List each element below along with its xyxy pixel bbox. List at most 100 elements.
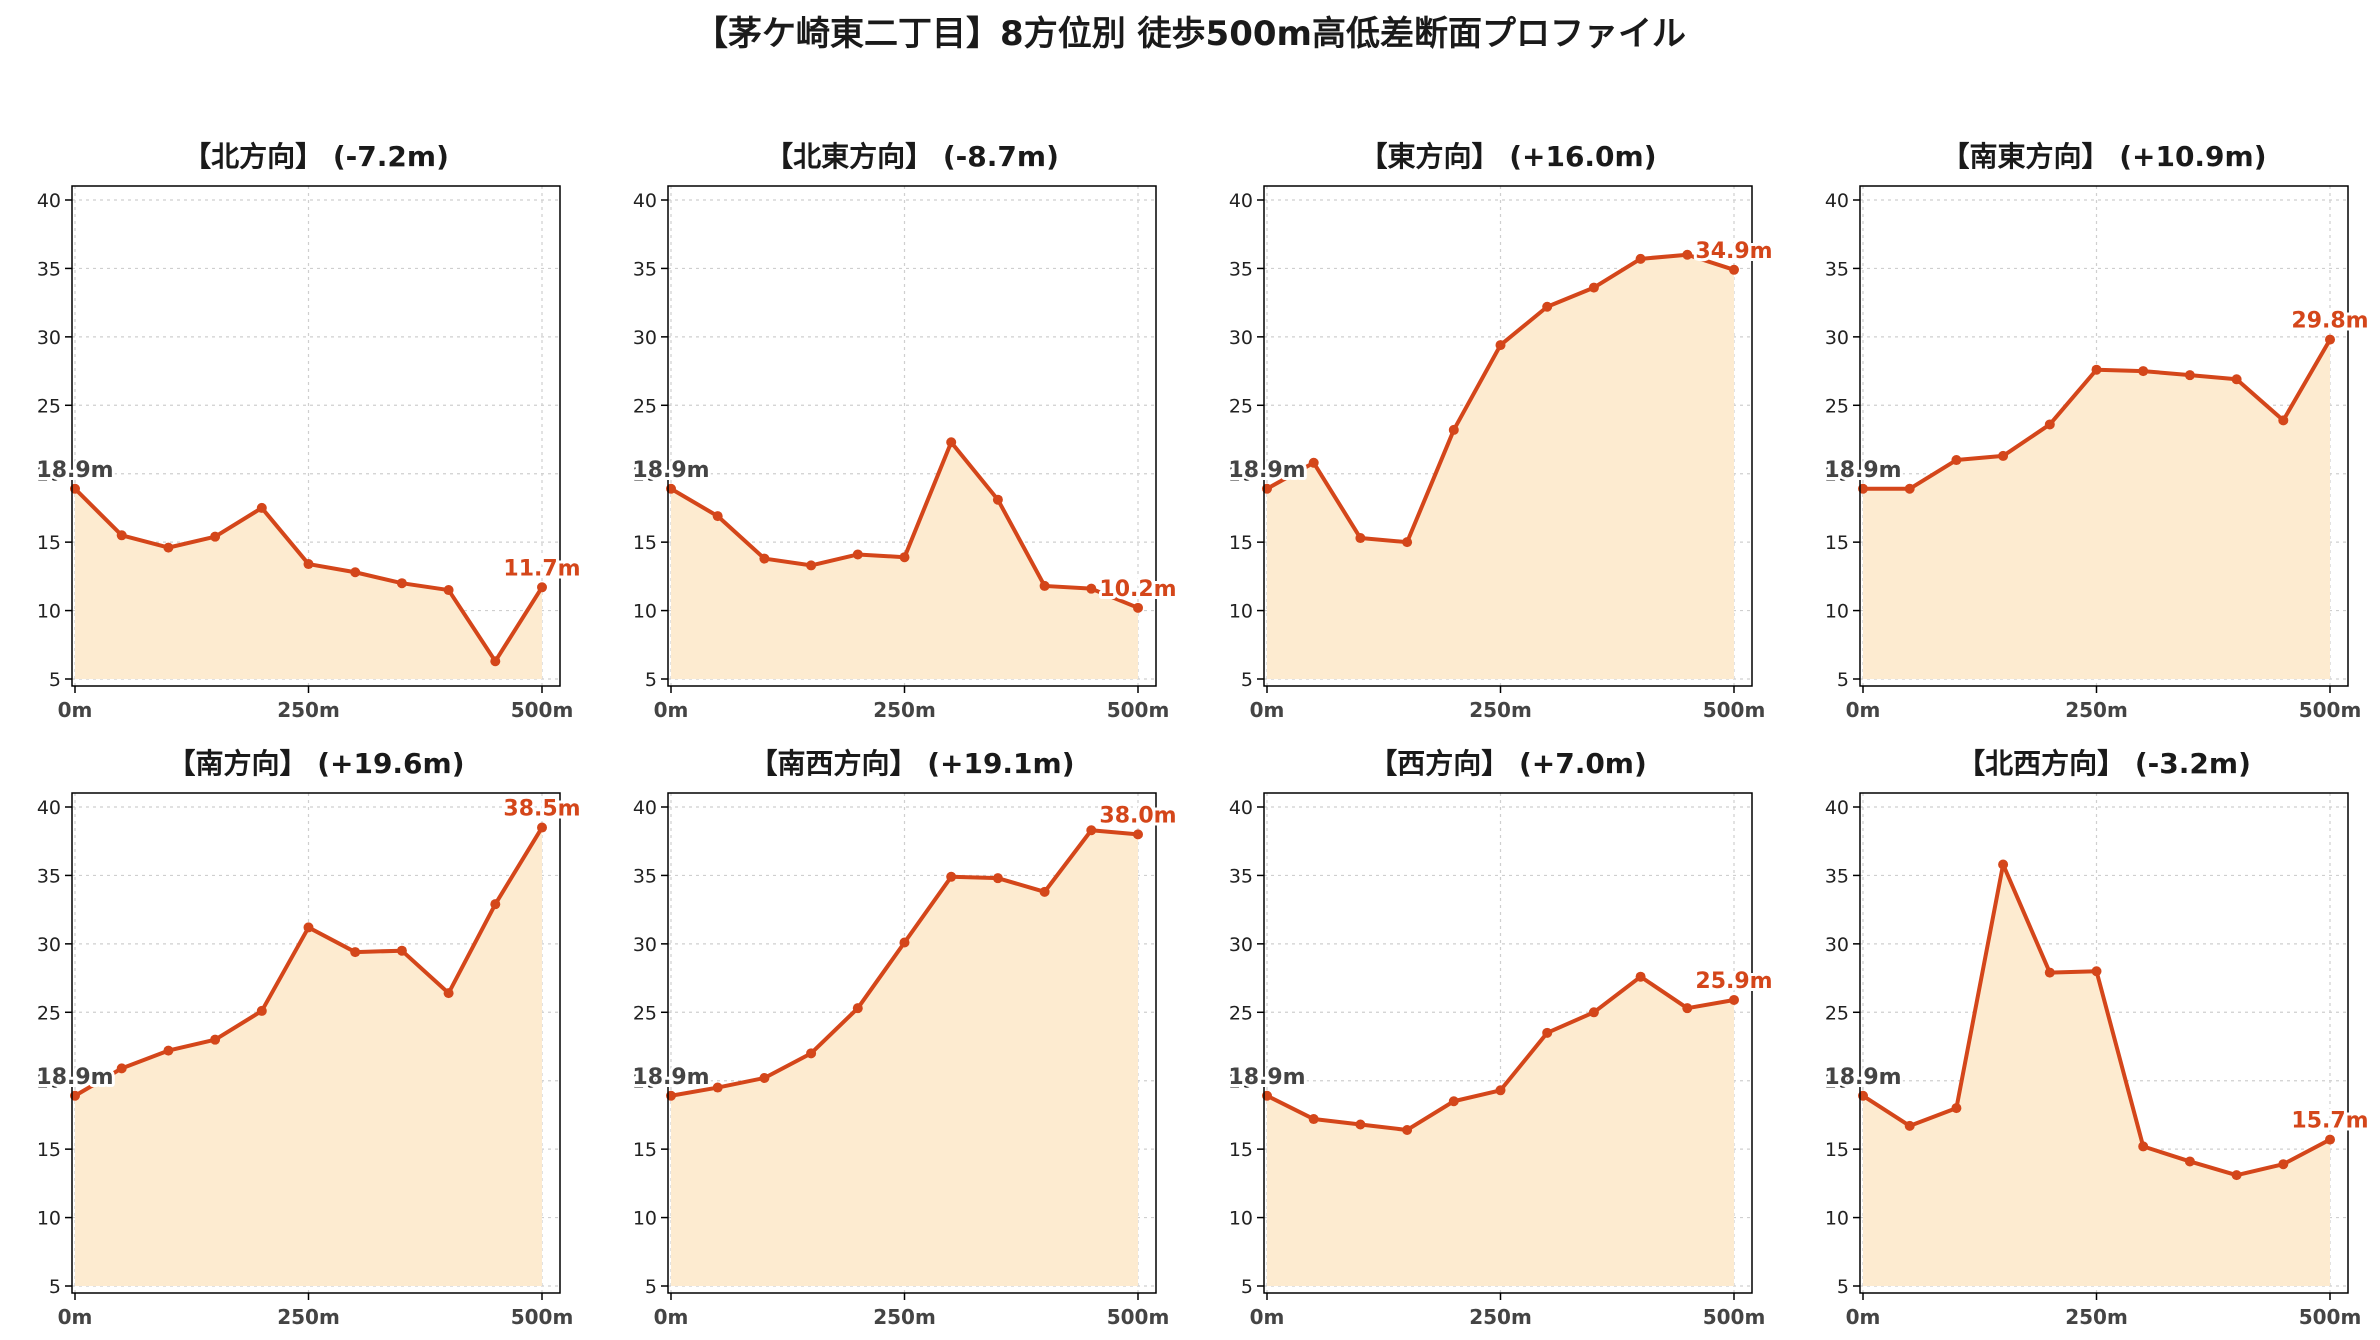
y-tick-label: 5: [645, 669, 657, 691]
elevation-point: [1635, 253, 1646, 264]
y-tick-label: 25: [1825, 1002, 1849, 1024]
elevation-point: [806, 560, 817, 571]
plot-frame: [1859, 792, 2349, 1294]
end-elevation-label: 25.9m: [1695, 969, 1772, 994]
start-elevation-label: 18.9m: [1824, 458, 1901, 483]
elevation-point: [350, 567, 361, 578]
y-tick-label: 30: [1825, 327, 1849, 349]
profile-panel: 【北方向】 (-7.2m) 5 10 15 20 25 30 35 40 0m 250m 500m 18…: [33, 140, 583, 722]
y-tick-label: 40: [37, 190, 61, 212]
start-elevation-label: 18.9m: [36, 1065, 113, 1090]
elevation-point: [852, 1003, 863, 1014]
end-elevation-label: 29.8m: [2291, 309, 2368, 334]
elevation-point: [1682, 1003, 1693, 1014]
plot-frame: [667, 185, 1157, 687]
elevation-point: [210, 1034, 221, 1045]
y-tick-label: 10: [1229, 1208, 1253, 1230]
y-tick-label: 15: [37, 1139, 61, 1161]
x-tick-label: 0m: [1250, 698, 1285, 722]
y-tick-label: 20: [633, 464, 657, 486]
plot-frame: [71, 185, 561, 687]
x-tick-label: 0m: [654, 1305, 689, 1329]
y-tick-label: 30: [1229, 934, 1253, 956]
x-tick-label: 0m: [1250, 1305, 1285, 1329]
y-tick-label: 40: [1825, 797, 1849, 819]
elevation-point: [2091, 364, 2102, 375]
elevation-point: [303, 922, 314, 933]
elevation-point: [946, 871, 957, 882]
y-tick-label: 30: [633, 934, 657, 956]
elevation-point: [2184, 370, 2195, 381]
x-tick-label: 0m: [654, 698, 689, 722]
elevation-point: [2044, 967, 2055, 978]
y-tick-label: 25: [37, 1002, 61, 1024]
elevation-point: [1039, 886, 1050, 897]
y-tick-label: 30: [633, 327, 657, 349]
elevation-point: [1308, 457, 1319, 468]
x-tick-label: 250m: [1469, 1305, 1532, 1329]
y-tick-label: 25: [1229, 395, 1253, 417]
x-tick-label: 250m: [2065, 698, 2128, 722]
elevation-point: [2231, 374, 2242, 385]
x-tick-label: 500m: [511, 698, 574, 722]
y-tick-label: 35: [633, 865, 657, 887]
elevation-point: [899, 937, 910, 948]
y-tick-label: 15: [1229, 532, 1253, 554]
plot-frame: [667, 792, 1157, 1294]
x-tick-label: 500m: [1703, 698, 1766, 722]
y-tick-label: 15: [1825, 532, 1849, 554]
end-elevation-label: 38.5m: [503, 797, 580, 822]
y-tick-label: 10: [1825, 601, 1849, 623]
elevation-point: [1402, 537, 1413, 548]
y-tick-label: 10: [633, 1208, 657, 1230]
profile-panel: 【南方向】 (+19.6m) 5 10 15 20 25 30 35 40 0m 250m 500m 1…: [33, 747, 583, 1329]
elevation-point: [759, 553, 770, 564]
elevation-point: [806, 1048, 817, 1059]
x-tick-label: 250m: [2065, 1305, 2128, 1329]
y-tick-label: 40: [1229, 797, 1253, 819]
elevation-point: [1729, 994, 1739, 1005]
x-tick-label: 500m: [511, 1305, 574, 1329]
plot-frame: [71, 792, 561, 1294]
y-tick-label: 25: [37, 395, 61, 417]
start-elevation-label: 18.9m: [1824, 1065, 1901, 1090]
elevation-area-fill: [75, 488, 542, 679]
start-elevation-label: 18.9m: [632, 458, 709, 483]
y-tick-label: 5: [645, 1276, 657, 1298]
elevation-point: [1495, 1085, 1506, 1096]
y-tick-label: 30: [37, 327, 61, 349]
panel-title: 【北方向】 (-7.2m): [183, 140, 449, 173]
x-tick-label: 250m: [277, 1305, 340, 1329]
elevation-area-fill: [75, 827, 542, 1286]
y-tick-label: 35: [633, 258, 657, 280]
elevation-point: [1308, 1114, 1319, 1125]
elevation-point: [163, 1045, 174, 1056]
y-tick-label: 20: [37, 1071, 61, 1093]
elevation-point: [1086, 583, 1097, 594]
panel-title: 【南方向】 (+19.6m): [167, 747, 464, 780]
y-tick-label: 5: [49, 669, 61, 691]
elevation-point: [1448, 424, 1459, 435]
elevation-point: [946, 437, 957, 448]
panel-title: 【北東方向】 (-8.7m): [765, 140, 1059, 173]
panel-title: 【西方向】 (+7.0m): [1369, 747, 1647, 780]
elevation-point: [2184, 1156, 2195, 1167]
y-tick-label: 40: [37, 797, 61, 819]
elevation-point: [2278, 415, 2289, 426]
panel-title: 【東方向】 (+16.0m): [1359, 140, 1656, 173]
elevation-point: [1588, 282, 1599, 293]
elevation-point: [1729, 264, 1739, 275]
y-tick-label: 10: [1825, 1208, 1849, 1230]
y-tick-label: 35: [1825, 258, 1849, 280]
y-tick-label: 10: [633, 601, 657, 623]
y-tick-label: 20: [1229, 1071, 1253, 1093]
x-tick-label: 250m: [873, 1305, 936, 1329]
elevation-point: [992, 873, 1003, 884]
elevation-point: [1039, 580, 1050, 591]
elevation-area-fill: [1863, 339, 2330, 679]
elevation-point: [116, 1063, 127, 1074]
y-tick-label: 30: [1229, 327, 1253, 349]
elevation-area-fill: [1267, 254, 1734, 679]
x-tick-label: 250m: [277, 698, 340, 722]
y-tick-label: 25: [1229, 1002, 1253, 1024]
